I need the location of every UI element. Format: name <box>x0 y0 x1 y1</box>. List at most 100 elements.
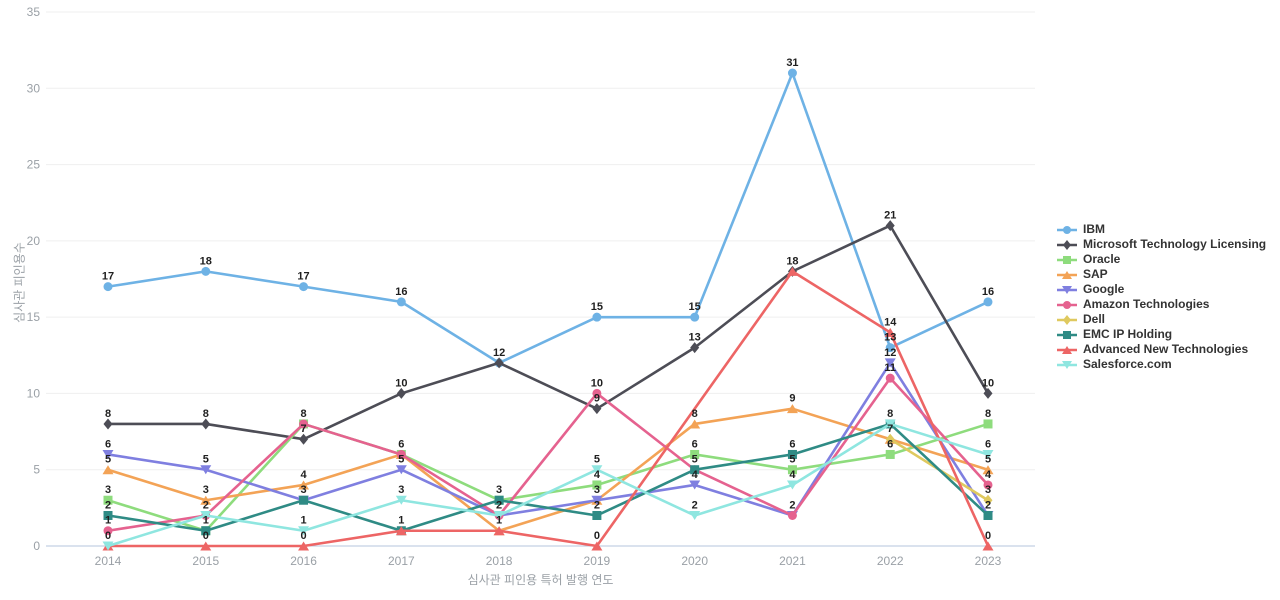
legend-label: IBM <box>1083 222 1105 236</box>
data-point-salesforce-com[interactable] <box>884 419 896 429</box>
data-point-sap[interactable] <box>689 419 701 429</box>
data-point-microsoft-technology-licensing[interactable] <box>299 433 309 445</box>
data-point-salesforce-com[interactable] <box>591 465 603 475</box>
data-point-emc-ip-holding[interactable] <box>983 510 993 520</box>
legend-item-google[interactable]: Google <box>1057 282 1266 297</box>
data-point-ibm[interactable] <box>787 68 797 78</box>
legend-item-amazon-technologies[interactable]: Amazon Technologies <box>1057 297 1266 312</box>
data-point-microsoft-technology-licensing[interactable] <box>201 418 211 430</box>
point-value-label: 4 <box>789 469 796 481</box>
data-point-microsoft-technology-licensing[interactable] <box>494 357 504 369</box>
data-point-amazon-technologies[interactable] <box>592 388 602 398</box>
data-point-amazon-technologies[interactable] <box>103 526 113 536</box>
data-point-microsoft-technology-licensing[interactable] <box>592 403 602 415</box>
legend-item-oracle[interactable]: Oracle <box>1057 252 1266 267</box>
data-point-dell[interactable] <box>983 494 993 506</box>
data-point-amazon-technologies[interactable] <box>787 510 797 520</box>
data-point-salesforce-com[interactable] <box>689 510 701 520</box>
data-point-sap[interactable] <box>200 495 212 505</box>
data-point-emc-ip-holding[interactable] <box>592 510 602 520</box>
data-point-ibm[interactable] <box>983 297 993 307</box>
data-point-emc-ip-holding[interactable] <box>299 495 309 505</box>
data-point-microsoft-technology-licensing[interactable] <box>396 387 406 399</box>
data-point-dell[interactable] <box>885 433 895 445</box>
data-point-google[interactable] <box>884 358 896 368</box>
data-point-salesforce-com[interactable] <box>493 510 505 520</box>
data-point-sap[interactable] <box>982 465 994 475</box>
data-point-microsoft-technology-licensing[interactable] <box>103 418 113 430</box>
data-point-emc-ip-holding[interactable] <box>690 465 700 475</box>
legend-item-ibm[interactable]: IBM <box>1057 222 1266 237</box>
ibm-legend-marker <box>1057 225 1077 234</box>
oracle-legend-marker <box>1057 255 1077 264</box>
data-point-sap[interactable] <box>298 480 310 490</box>
data-point-microsoft-technology-licensing[interactable] <box>690 342 700 354</box>
data-point-amazon-technologies[interactable] <box>885 373 895 383</box>
data-point-google[interactable] <box>591 495 603 505</box>
data-point-google[interactable] <box>395 465 407 475</box>
data-point-ibm[interactable] <box>299 282 309 292</box>
data-point-oracle[interactable] <box>885 449 895 459</box>
data-point-sap[interactable] <box>786 404 798 414</box>
legend-item-advanced-new-technologies[interactable]: Advanced New Technologies <box>1057 342 1266 357</box>
data-point-advanced-new-technologies[interactable] <box>395 526 407 536</box>
point-value-label: 6 <box>398 438 404 450</box>
point-value-label: 4 <box>985 469 992 481</box>
data-point-salesforce-com[interactable] <box>982 449 994 459</box>
data-point-emc-ip-holding[interactable] <box>787 449 797 459</box>
data-point-advanced-new-technologies[interactable] <box>298 541 310 551</box>
data-point-amazon-technologies[interactable] <box>983 480 993 490</box>
data-point-emc-ip-holding[interactable] <box>103 510 113 520</box>
legend-item-emc-ip-holding[interactable]: EMC IP Holding <box>1057 327 1266 342</box>
data-point-salesforce-com[interactable] <box>786 480 798 490</box>
data-point-oracle[interactable] <box>690 449 700 459</box>
series-line-salesforce-com <box>106 422 990 548</box>
data-point-oracle[interactable] <box>787 465 797 475</box>
data-point-emc-ip-holding[interactable] <box>494 495 504 505</box>
point-value-label: 13 <box>884 332 896 344</box>
point-value-label: 16 <box>982 286 994 298</box>
point-value-label: 5 <box>789 454 795 466</box>
data-point-oracle[interactable] <box>983 419 993 429</box>
point-value-label: 17 <box>297 271 309 283</box>
data-point-google[interactable] <box>102 449 114 459</box>
data-point-ibm[interactable] <box>592 312 602 322</box>
data-point-emc-ip-holding[interactable] <box>201 526 211 536</box>
y-axis-title: 심사관 피인용수 <box>12 242 27 323</box>
data-point-salesforce-com[interactable] <box>200 510 212 520</box>
data-point-amazon-technologies[interactable] <box>299 419 309 429</box>
data-point-google[interactable] <box>200 465 212 475</box>
data-point-ibm[interactable] <box>396 297 406 307</box>
series-oracle <box>103 419 993 536</box>
data-point-ibm[interactable] <box>885 343 895 353</box>
data-point-microsoft-technology-licensing[interactable] <box>885 220 895 232</box>
data-point-google[interactable] <box>689 480 701 490</box>
point-value-label: 7 <box>300 423 306 435</box>
data-point-advanced-new-technologies[interactable] <box>200 541 212 551</box>
data-point-advanced-new-technologies[interactable] <box>493 526 505 536</box>
legend-item-microsoft-technology-licensing[interactable]: Microsoft Technology Licensing <box>1057 237 1266 252</box>
point-value-label: 16 <box>395 286 407 298</box>
data-point-advanced-new-technologies[interactable] <box>591 541 603 551</box>
data-point-sap[interactable] <box>102 465 114 475</box>
point-value-label: 6 <box>105 438 111 450</box>
data-point-oracle[interactable] <box>103 495 113 505</box>
data-point-ibm[interactable] <box>201 266 211 276</box>
data-point-microsoft-technology-licensing[interactable] <box>983 387 993 399</box>
data-point-amazon-technologies[interactable] <box>396 449 406 459</box>
data-point-ibm[interactable] <box>690 312 700 322</box>
point-value-label: 12 <box>493 347 505 359</box>
data-point-oracle[interactable] <box>592 480 602 490</box>
data-point-ibm[interactable] <box>103 282 113 292</box>
x-tick-label: 2019 <box>584 554 611 568</box>
data-point-salesforce-com[interactable] <box>102 541 114 551</box>
data-point-salesforce-com[interactable] <box>298 526 310 536</box>
data-point-advanced-new-technologies[interactable] <box>786 266 798 276</box>
data-point-salesforce-com[interactable] <box>395 495 407 505</box>
legend-item-dell[interactable]: Dell <box>1057 312 1266 327</box>
legend-item-sap[interactable]: SAP <box>1057 267 1266 282</box>
data-point-advanced-new-technologies[interactable] <box>884 327 896 337</box>
data-point-advanced-new-technologies[interactable] <box>982 541 994 551</box>
point-value-label: 8 <box>105 408 111 420</box>
legend-item-salesforce-com[interactable]: Salesforce.com <box>1057 357 1266 372</box>
